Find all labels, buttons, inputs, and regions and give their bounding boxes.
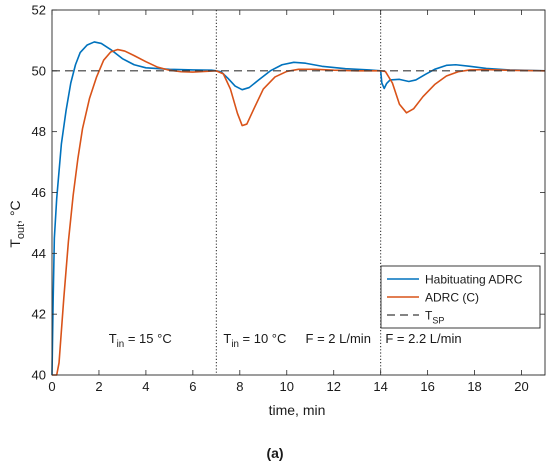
x-tick-label: 2	[95, 379, 102, 394]
x-axis-label: time, min	[269, 402, 326, 418]
legend: Habituating ADRC ADRC (C) TSP	[380, 265, 541, 329]
annotation-text: F = 2 L/min	[306, 331, 371, 346]
x-tick-label: 20	[514, 379, 528, 394]
legend-label: ADRC (C)	[425, 291, 479, 305]
y-tick-label: 42	[32, 307, 46, 322]
y-tick-label: 46	[32, 185, 46, 200]
x-tick-label: 8	[236, 379, 243, 394]
annotation-text: Tin = 15 °C	[109, 331, 172, 350]
annotation-text: Tin = 10 °C	[223, 331, 286, 350]
x-tick-label: 14	[373, 379, 387, 394]
y-tick-label: 44	[32, 246, 46, 261]
annotation-text: F = 2.2 L/min	[385, 331, 461, 346]
x-tick-label: 0	[48, 379, 55, 394]
figure-caption: (a)	[266, 445, 283, 461]
legend-label: TSP	[425, 309, 444, 326]
series-line	[51, 41, 546, 376]
x-tick-label: 4	[142, 379, 149, 394]
y-tick-label: 48	[32, 124, 46, 139]
x-tick-label: 10	[280, 379, 294, 394]
series-lines	[51, 41, 546, 376]
annotations: Tin = 15 °C Tin = 10 °C F = 2 L/min F = 2.2…	[109, 331, 462, 350]
y-axis-label: Tout, °C	[7, 200, 27, 247]
y-tick-label: 52	[32, 3, 46, 18]
x-tick-label: 18	[467, 379, 481, 394]
legend-label: Habituating ADRC	[425, 273, 523, 287]
series-line	[52, 48, 546, 376]
y-tick-label: 50	[32, 63, 46, 78]
x-tick-label: 6	[189, 379, 196, 394]
x-tick-label: 16	[420, 379, 434, 394]
y-tick-label: 40	[32, 368, 46, 383]
x-tick-label: 12	[326, 379, 340, 394]
